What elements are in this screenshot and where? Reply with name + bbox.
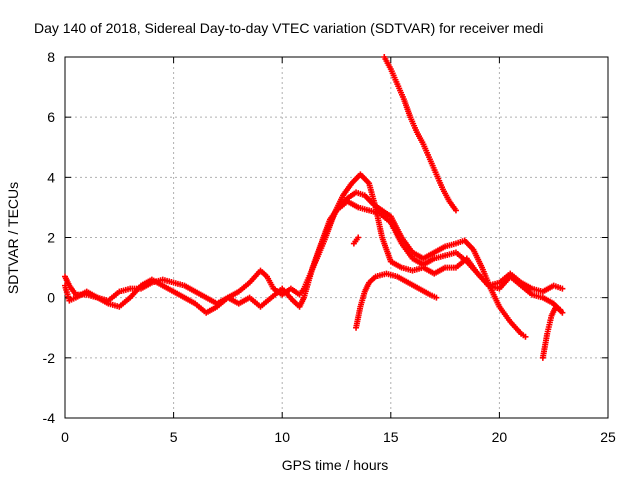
y-axis-label: SDTVAR / TECUs [5,182,21,294]
data-point [433,294,440,301]
x-axis-label: GPS time / hours [282,457,389,473]
data-point [559,309,566,316]
data-point [522,333,529,340]
x-tick-label: 20 [492,429,508,445]
x-tick-label: 5 [170,429,178,445]
chart-title: Day 140 of 2018, Sidereal Day-to-day VTE… [34,20,543,36]
y-tick-label: 4 [47,169,55,185]
x-tick-label: 10 [274,429,290,445]
y-tick-label: 6 [47,109,55,125]
y-tick-label: 0 [47,290,55,306]
x-tick-label: 15 [383,429,399,445]
x-tick-label: 0 [61,429,69,445]
grid-lines [65,57,608,418]
y-tick-label: 2 [47,230,55,246]
data-points [62,54,566,361]
axis-ticks: 0 5 10 15 20 25 -4 -2 0 2 4 6 8 [43,49,616,445]
y-tick-label: -4 [43,410,56,426]
data-point [452,207,459,214]
data-point [355,234,362,241]
y-tick-label: -2 [43,350,56,366]
data-point [557,306,564,313]
y-tick-label: 8 [47,49,55,65]
data-point [559,285,566,292]
x-tick-label: 25 [600,429,616,445]
